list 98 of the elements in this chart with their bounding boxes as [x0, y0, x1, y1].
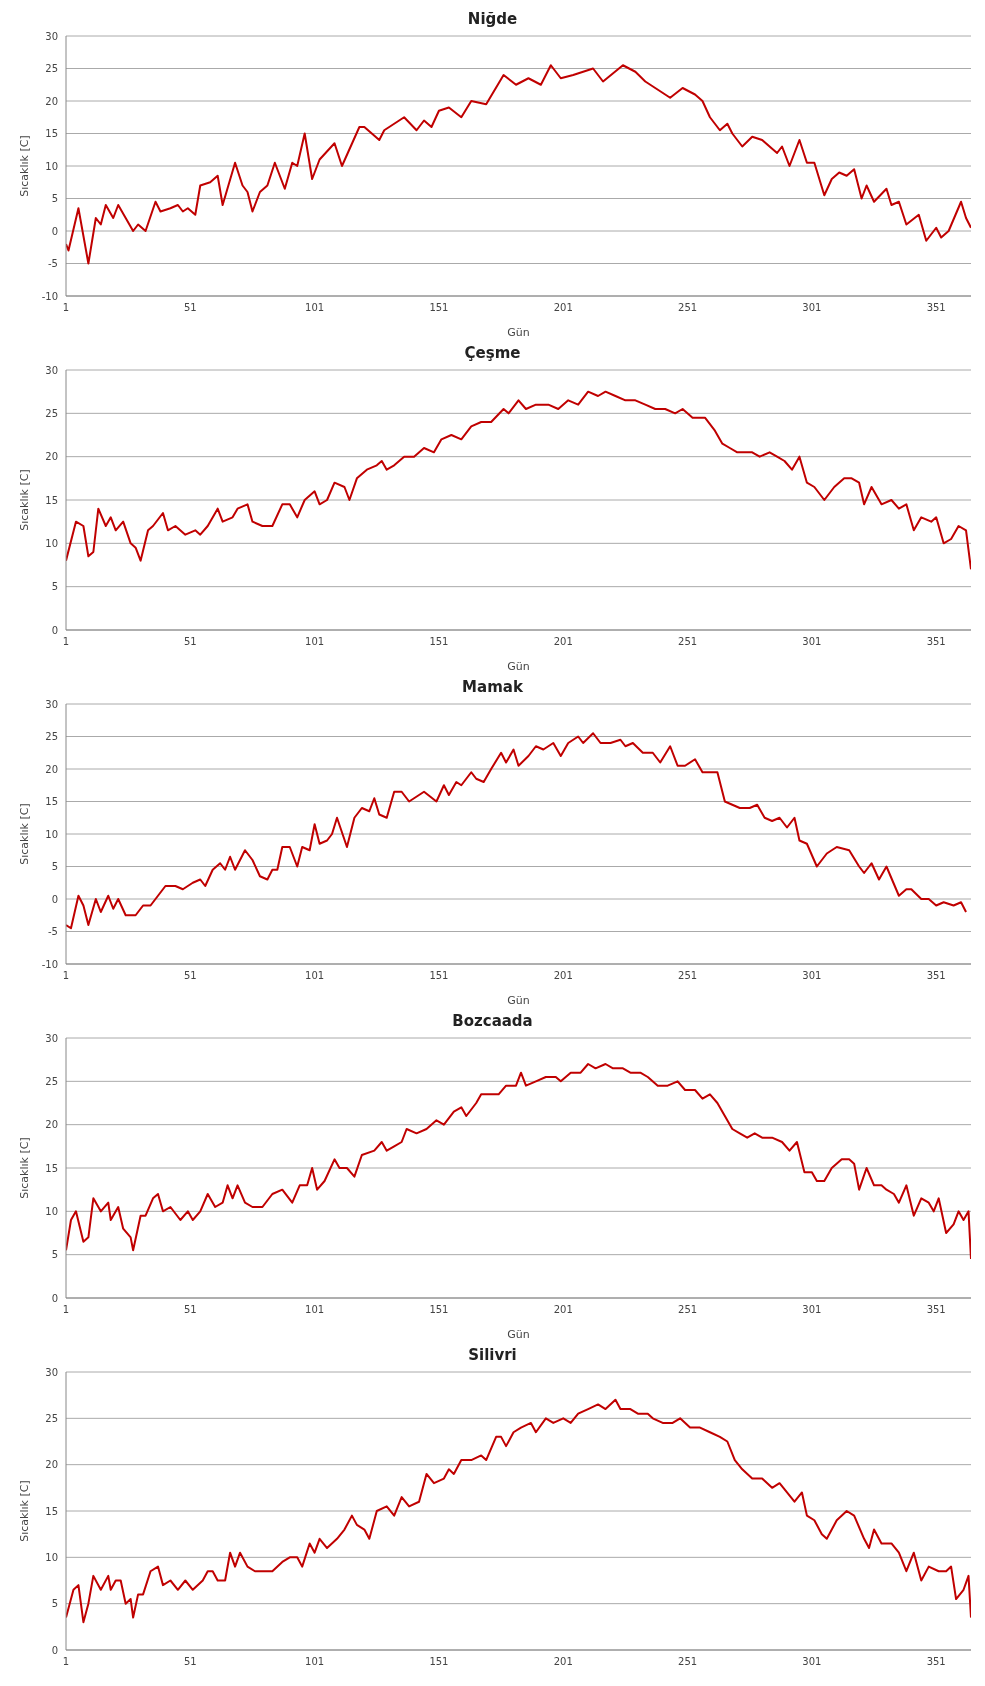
- y-tick-label: 20: [45, 95, 58, 107]
- x-tick-label: 201: [553, 636, 573, 648]
- y-tick-label: 10: [45, 1205, 58, 1217]
- x-tick-label: 101: [305, 1304, 325, 1316]
- y-tick-label: 5: [51, 193, 58, 205]
- x-tick-label: 201: [553, 1656, 573, 1668]
- y-tick-label: 0: [51, 225, 58, 237]
- y-tick-label: 10: [45, 828, 58, 840]
- line-series: [66, 1398, 971, 1624]
- x-tick-label: 301: [802, 970, 822, 982]
- y-tick-label: 25: [45, 1412, 58, 1424]
- y-tick-label: 20: [45, 763, 58, 775]
- y-tick-label: 15: [45, 128, 58, 140]
- x-tick-label: 301: [802, 1304, 822, 1316]
- y-tick-label: 0: [51, 624, 58, 636]
- y-tick-label: 10: [45, 160, 58, 172]
- y-tick-label: -5: [48, 926, 58, 938]
- x-axis-title: Gün: [507, 326, 530, 339]
- x-tick-label: 251: [678, 302, 698, 314]
- y-tick-label: 10: [45, 1551, 58, 1563]
- x-tick-label: 1: [62, 636, 70, 648]
- line-series: [66, 1063, 971, 1260]
- x-tick-label: 151: [429, 1656, 449, 1668]
- y-tick-label: 25: [45, 63, 58, 75]
- x-tick-label: 251: [678, 636, 698, 648]
- x-tick-label: 101: [305, 1656, 325, 1668]
- y-tick-label: -5: [48, 258, 58, 270]
- x-tick-label: 351: [926, 970, 946, 982]
- y-tick-label: 0: [51, 1292, 58, 1304]
- x-tick-label: 151: [429, 302, 449, 314]
- x-tick-label: 351: [926, 1656, 946, 1668]
- x-tick-label: 101: [305, 636, 325, 648]
- x-tick-label: 251: [678, 1656, 698, 1668]
- y-tick-label: 25: [45, 407, 58, 419]
- y-tick-label: -10: [41, 290, 58, 302]
- x-tick-label: 51: [183, 636, 197, 648]
- line-series: [66, 732, 968, 930]
- x-tick-label: 351: [926, 636, 946, 648]
- y-tick-label: 20: [45, 1119, 58, 1131]
- y-tick-label: 15: [45, 494, 58, 506]
- y-tick-label: 30: [45, 364, 58, 376]
- y-tick-label: 5: [51, 861, 58, 873]
- y-axis-title: Sıcaklık [C]: [17, 135, 31, 197]
- x-tick-label: 51: [183, 970, 197, 982]
- x-tick-label: 201: [553, 970, 573, 982]
- x-tick-label: 251: [678, 1304, 698, 1316]
- x-tick-label: 51: [183, 1304, 197, 1316]
- x-tick-label: 201: [553, 302, 573, 314]
- y-tick-label: 10: [45, 537, 58, 549]
- chart-title: Silivri: [467, 1345, 518, 1366]
- x-tick-label: 1: [62, 970, 70, 982]
- x-tick-label: 1: [62, 1304, 70, 1316]
- y-tick-label: 5: [51, 1249, 58, 1261]
- x-tick-label: 201: [553, 1304, 573, 1316]
- x-tick-label: 301: [802, 636, 822, 648]
- y-axis-title: Sıcaklık [C]: [17, 1480, 31, 1542]
- x-tick-label: 1: [62, 302, 70, 314]
- y-tick-label: 15: [45, 1505, 58, 1517]
- x-tick-label: 151: [429, 970, 449, 982]
- y-tick-label: 25: [45, 1075, 58, 1087]
- y-tick-label: 30: [45, 1366, 58, 1378]
- y-tick-label: -10: [41, 958, 58, 970]
- y-tick-label: 30: [45, 698, 58, 710]
- y-tick-label: 15: [45, 796, 58, 808]
- x-axis-title: Gün: [507, 1328, 530, 1341]
- y-tick-label: 0: [51, 1644, 58, 1656]
- line-series: [66, 390, 971, 571]
- x-tick-label: 151: [429, 636, 449, 648]
- x-tick-label: 1: [62, 1656, 70, 1668]
- y-axis-title: Sıcaklık [C]: [17, 1137, 31, 1199]
- chart-title: Çeşme: [463, 343, 522, 364]
- x-tick-label: 301: [802, 1656, 822, 1668]
- y-tick-label: 25: [45, 731, 58, 743]
- line-series: [66, 64, 971, 265]
- y-axis-title: Sıcaklık [C]: [17, 803, 31, 865]
- y-tick-label: 0: [51, 893, 58, 905]
- x-tick-label: 351: [926, 1304, 946, 1316]
- y-tick-label: 5: [51, 1598, 58, 1610]
- x-tick-label: 51: [183, 1656, 197, 1668]
- x-tick-label: 301: [802, 302, 822, 314]
- y-tick-label: 30: [45, 1032, 58, 1044]
- x-axis-title: Gün: [507, 660, 530, 673]
- y-tick-label: 30: [45, 30, 58, 42]
- y-tick-label: 20: [45, 451, 58, 463]
- x-tick-label: 151: [429, 1304, 449, 1316]
- x-tick-label: 251: [678, 970, 698, 982]
- y-tick-label: 5: [51, 581, 58, 593]
- chart-title: Mamak: [461, 677, 524, 698]
- y-tick-label: 15: [45, 1162, 58, 1174]
- x-tick-label: 51: [183, 302, 197, 314]
- chart-title: Niğde: [466, 9, 519, 30]
- x-tick-label: 351: [926, 302, 946, 314]
- y-tick-label: 20: [45, 1459, 58, 1471]
- x-axis-title: Gün: [507, 994, 530, 1007]
- y-axis-title: Sıcaklık [C]: [17, 469, 31, 531]
- x-tick-label: 101: [305, 302, 325, 314]
- x-tick-label: 101: [305, 970, 325, 982]
- chart-title: Bozcaada: [451, 1011, 534, 1032]
